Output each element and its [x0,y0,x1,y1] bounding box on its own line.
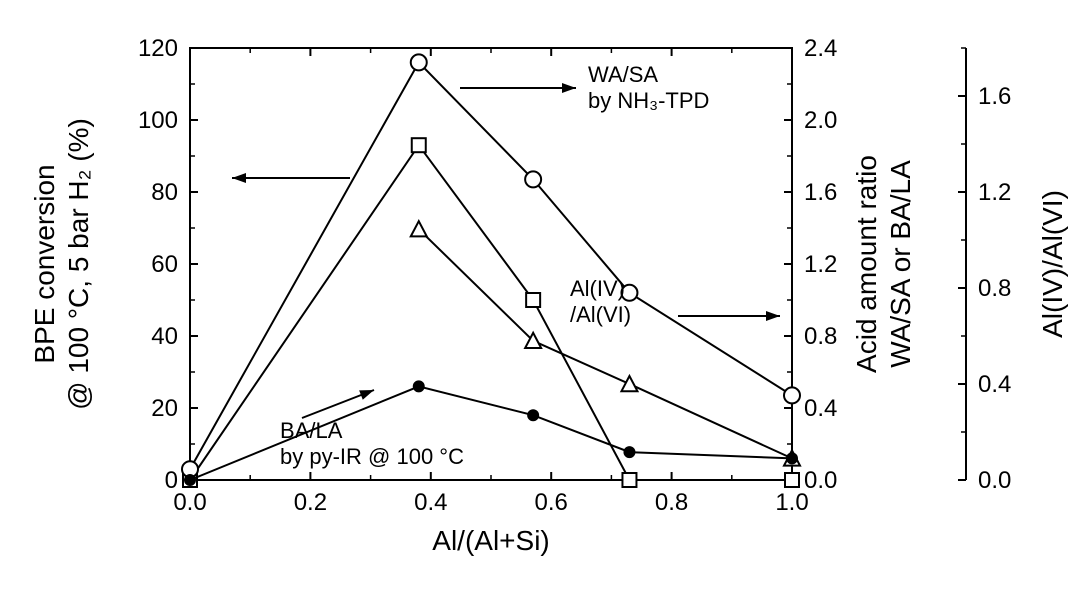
svg-text:@ 100 °C, 5 bar H₂ (%): @ 100 °C, 5 bar H₂ (%) [63,118,94,410]
svg-text:100: 100 [138,107,178,134]
svg-text:1.2: 1.2 [978,179,1011,206]
svg-text:Al/(Al+Si): Al/(Al+Si) [432,525,549,556]
svg-text:Acid amount ratio: Acid amount ratio [851,155,882,373]
svg-text:0.0: 0.0 [804,467,837,494]
svg-text:0: 0 [165,467,178,494]
svg-text:WA/SA: WA/SA [588,62,658,87]
svg-text:1.6: 1.6 [804,179,837,206]
svg-text:0.0: 0.0 [978,467,1011,494]
svg-text:120: 120 [138,35,178,62]
svg-text:40: 40 [151,323,178,350]
svg-text:0.4: 0.4 [978,371,1011,398]
svg-text:2.0: 2.0 [804,107,837,134]
svg-text:0.4: 0.4 [414,489,447,516]
svg-text:0.0: 0.0 [173,489,206,516]
svg-text:/Al(VI): /Al(VI) [570,302,631,327]
svg-text:Al(IV): Al(IV) [570,276,625,301]
svg-text:80: 80 [151,179,178,206]
svg-text:BPE conversion: BPE conversion [29,164,60,363]
svg-text:0.4: 0.4 [804,395,837,422]
svg-text:WA/SA or BA/LA: WA/SA or BA/LA [885,160,916,368]
svg-text:0.6: 0.6 [535,489,568,516]
svg-text:1.2: 1.2 [804,251,837,278]
svg-text:0.2: 0.2 [294,489,327,516]
svg-text:BA/LA: BA/LA [280,418,343,443]
svg-text:by py-IR @ 100 °C: by py-IR @ 100 °C [280,444,464,469]
svg-text:20: 20 [151,395,178,422]
svg-text:0.8: 0.8 [804,323,837,350]
svg-text:0.8: 0.8 [978,275,1011,302]
svg-text:60: 60 [151,251,178,278]
svg-text:by NH₃-TPD: by NH₃-TPD [588,88,709,113]
chart-container: 0.00.20.40.60.81.00204060801001200.00.40… [0,0,1084,604]
svg-text:0.8: 0.8 [655,489,688,516]
svg-text:Al(IV)/Al(VI): Al(IV)/Al(VI) [1037,190,1068,338]
svg-text:1.6: 1.6 [978,83,1011,110]
svg-text:2.4: 2.4 [804,35,837,62]
chart-svg: 0.00.20.40.60.81.00204060801001200.00.40… [0,0,1084,604]
